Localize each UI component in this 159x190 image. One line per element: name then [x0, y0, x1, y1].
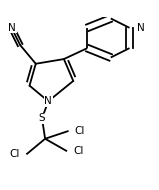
Text: S: S	[39, 113, 45, 124]
Text: N: N	[44, 96, 52, 106]
Text: N: N	[8, 23, 16, 33]
Text: Cl: Cl	[10, 149, 20, 159]
Text: N: N	[137, 23, 145, 33]
Text: Cl: Cl	[75, 126, 85, 136]
Text: Cl: Cl	[73, 146, 84, 156]
